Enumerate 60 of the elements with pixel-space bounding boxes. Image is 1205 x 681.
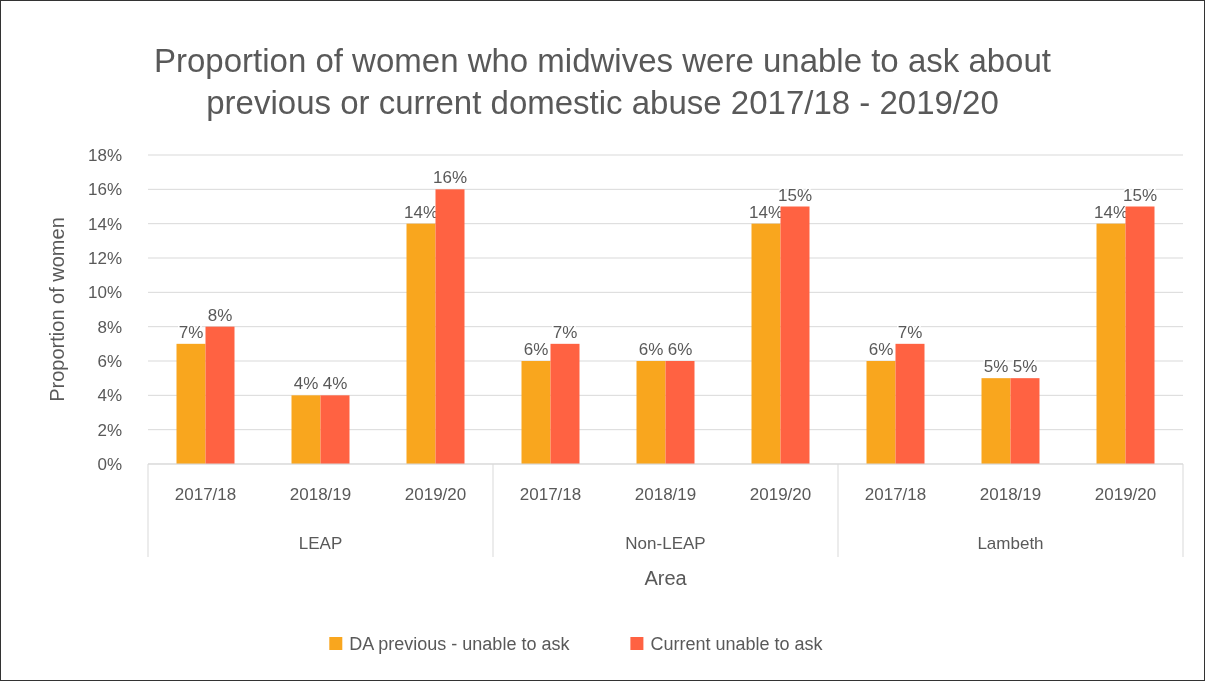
y-tick-label: 12% (87, 249, 122, 268)
data-label: 8% (207, 305, 233, 325)
text: LEAP (298, 534, 343, 553)
data-label: 4% (293, 374, 319, 394)
x-tick-label: 2018/19 (289, 485, 352, 504)
x-tick-label: 2019/20 (404, 485, 467, 504)
data-label: 5% (983, 357, 1009, 377)
bar (981, 378, 1011, 464)
x-tick-label: 2019/20 (1094, 485, 1157, 504)
y-tick-label: 6% (97, 352, 122, 371)
y-tick-label: 4% (97, 386, 122, 406)
chart-title: Proportion of women who midwives were unable to ask about previous or current domestic abuse 2017/18 - 2019/20 (154, 42, 1051, 121)
text: Lambeth (977, 534, 1044, 553)
x-tick-label: 2017/18 (519, 485, 582, 504)
bar (406, 223, 436, 464)
bar (320, 395, 350, 464)
y-axis-title: Proportion of women (46, 217, 68, 402)
y-tick-label: 10% (87, 283, 122, 303)
bar (751, 223, 781, 464)
bar (1096, 223, 1126, 464)
legend-label: Current unable to ask (650, 634, 824, 654)
x-tick-label: 2017/18 (864, 485, 927, 504)
data-label: 6% (638, 340, 664, 359)
x-tick-label: 2017/18 (174, 485, 237, 504)
y-tick-label: 8% (97, 317, 122, 337)
data-label: 15% (777, 185, 813, 205)
bar (205, 326, 235, 464)
data-label: 16% (432, 168, 468, 188)
bar (435, 189, 465, 464)
bar (780, 206, 810, 464)
x-tick-label: 2018/19 (634, 485, 697, 504)
data-label: 6% (667, 340, 693, 359)
bar (665, 361, 695, 464)
data-label: 7% (897, 322, 923, 342)
data-label: 4% (322, 374, 348, 394)
data-label: 15% (1122, 185, 1158, 205)
bar (1010, 378, 1040, 464)
y-tick-label: 16% (87, 180, 122, 200)
bar (866, 361, 896, 464)
text: Non-LEAP (625, 534, 706, 553)
bar (521, 361, 551, 464)
bar (895, 343, 925, 464)
bar (636, 361, 666, 464)
bar (291, 395, 321, 464)
data-label: 6% (523, 340, 549, 359)
y-tick-label: 18% (87, 146, 122, 165)
bar (550, 343, 580, 464)
x-axis-title: Area (644, 567, 688, 589)
x-tick-label: 2018/19 (979, 485, 1042, 504)
bar (1125, 206, 1155, 464)
y-tick-label: 2% (97, 420, 122, 440)
data-label: 6% (868, 340, 894, 359)
data-label: 7% (552, 322, 578, 342)
x-tick-label: 2019/20 (749, 485, 812, 504)
data-label: 5% (1012, 357, 1038, 377)
y-tick-label: 0% (97, 455, 122, 474)
y-tick-label: 14% (87, 214, 122, 234)
bar (176, 343, 206, 464)
data-label: 7% (178, 322, 204, 342)
legend-label: DA previous - unable to ask (349, 634, 571, 654)
